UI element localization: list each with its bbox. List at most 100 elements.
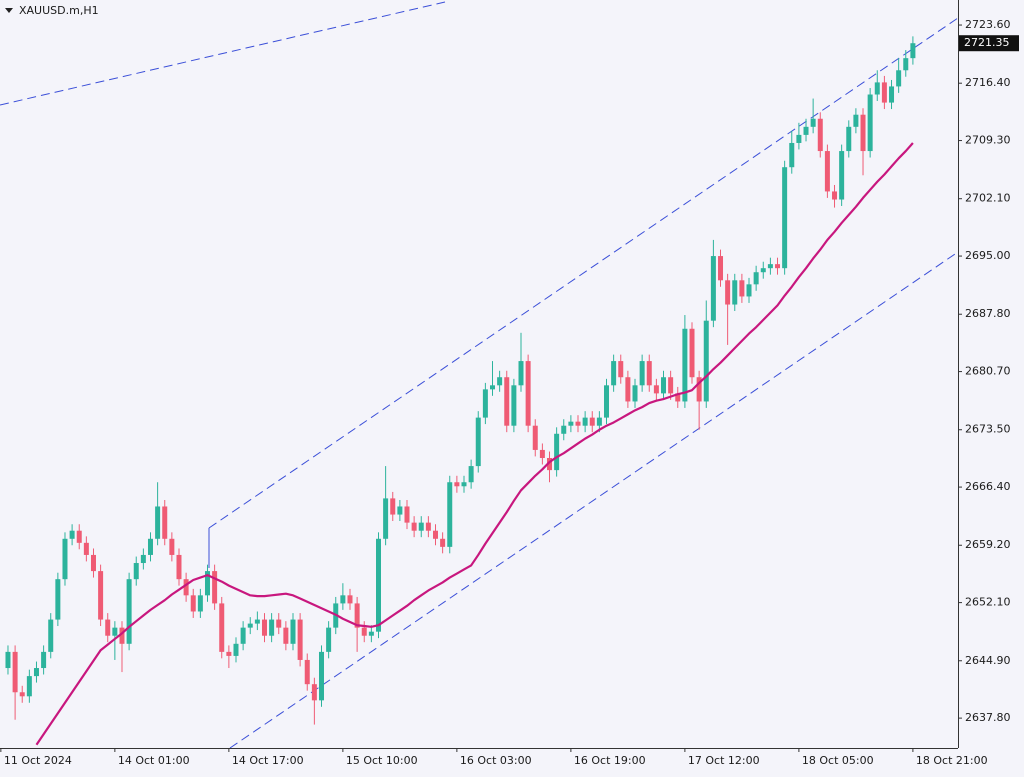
candle-body (197, 595, 203, 612)
y-tick-label: 2709.30 (965, 134, 1011, 147)
candle-body (860, 114, 866, 152)
candle-body (397, 506, 403, 515)
candle-body (212, 571, 218, 604)
candle-body (254, 619, 260, 624)
candle-body (190, 595, 196, 612)
candle-body (269, 619, 275, 636)
candle-body (632, 385, 638, 402)
candle-body (853, 114, 859, 127)
candle-body (896, 70, 902, 87)
candle-body (76, 530, 82, 543)
candle-body (846, 126, 852, 152)
candle-body (311, 684, 317, 701)
y-tick-label: 2659.20 (965, 538, 1011, 551)
candle-body (753, 272, 759, 285)
y-tick-label: 2723.60 (965, 18, 1011, 31)
candle-body (375, 538, 381, 632)
candle-body (19, 692, 25, 697)
y-tick-label: 2716.40 (965, 76, 1011, 89)
candle-body (703, 320, 709, 402)
candle-body (482, 389, 488, 418)
candle-body (340, 595, 346, 604)
candle-body (689, 328, 695, 378)
candle-body (803, 126, 809, 135)
candle-body (732, 280, 738, 305)
plot-area (5, 36, 916, 746)
candle-body (55, 579, 61, 620)
candle-body (696, 377, 702, 402)
candle-body (297, 619, 303, 660)
candle-body (490, 385, 496, 390)
candle-body (183, 579, 189, 596)
x-tick-label: 18 Oct 05:00 (802, 754, 874, 767)
candle-body (62, 538, 68, 580)
x-tick-label: 17 Oct 12:00 (688, 754, 760, 767)
candle-body (639, 361, 645, 386)
candle-body (625, 377, 631, 402)
candle-body (418, 522, 424, 531)
candle-body (12, 651, 18, 693)
candle-body (661, 377, 667, 394)
symbol-menu-arrow[interactable] (5, 8, 13, 13)
channel-lines (0, 1, 959, 749)
candle-body (547, 458, 553, 471)
candle-body (26, 676, 32, 697)
candle-body (782, 167, 788, 269)
x-tick-label: 11 Oct 2024 (4, 754, 72, 767)
candle-body (874, 82, 880, 95)
candle-body (910, 43, 916, 59)
candle-body (789, 142, 795, 168)
candle-body (48, 619, 54, 652)
candle-body (582, 417, 588, 426)
candle-body (817, 118, 823, 152)
candle-body (440, 538, 446, 547)
y-tick-label: 2680.70 (965, 365, 1011, 378)
candle-body (646, 361, 652, 386)
y-tick-label: 2702.10 (965, 192, 1011, 205)
candle-body (618, 361, 624, 378)
x-tick-label: 14 Oct 17:00 (232, 754, 304, 767)
candle-body (425, 522, 431, 531)
candle-body (283, 627, 289, 644)
candle-body (176, 554, 182, 580)
candle-body (347, 595, 353, 604)
x-tick-label: 18 Oct 21:00 (916, 754, 988, 767)
candle-body (682, 328, 688, 402)
candle-body (881, 82, 887, 103)
candle-body (568, 421, 574, 426)
y-tick-label: 2644.90 (965, 654, 1011, 667)
candle-body (824, 151, 830, 192)
y-tick-label: 2687.80 (965, 307, 1011, 320)
candle-body (475, 417, 481, 467)
candle-body (276, 619, 282, 628)
candle-body (468, 466, 474, 483)
candle-body (461, 482, 467, 487)
trend-line (229, 251, 959, 749)
candle-body (832, 191, 838, 200)
candle-body (604, 385, 610, 418)
x-tick-label: 15 Oct 10:00 (346, 754, 418, 767)
y-tick-label: 2695.00 (965, 249, 1011, 262)
candle-body (147, 538, 153, 555)
candle-body (675, 393, 681, 402)
moving-average-line (35, 142, 914, 746)
candle-body (390, 498, 396, 515)
candle-body (525, 361, 531, 426)
candle-body (518, 361, 524, 386)
candle-body (105, 619, 111, 636)
x-tick-label: 16 Oct 19:00 (574, 754, 646, 767)
candle-body (290, 619, 296, 644)
candle-body (561, 425, 567, 434)
candle-body (162, 506, 168, 539)
candle-body (739, 280, 745, 297)
candle-body (326, 627, 332, 652)
candle-body (261, 619, 267, 636)
candle-body (504, 377, 510, 426)
trend-line (0, 1, 446, 106)
x-tick-label: 16 Oct 03:00 (460, 754, 532, 767)
candle-body (5, 651, 11, 669)
y-tick-label: 2666.40 (965, 480, 1011, 493)
candle-body (760, 268, 766, 273)
candle-body (155, 506, 161, 539)
